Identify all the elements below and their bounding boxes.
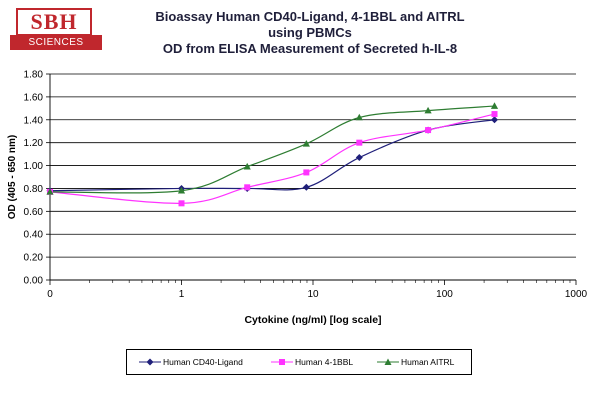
gridlines (50, 73, 576, 258)
data-point-square (356, 139, 363, 146)
data-point-triangle (490, 102, 499, 109)
data-point-diamond (490, 116, 498, 124)
y-tick-label: 1.20 (24, 138, 44, 149)
x-tick-label: 1 (179, 289, 185, 300)
logo-sciences-text: SCIENCES (10, 35, 102, 50)
y-tick-label: 0.20 (24, 253, 44, 264)
x-tick-label: 1000 (565, 289, 588, 300)
sbh-sciences-logo: SBH SCIENCES (4, 8, 102, 54)
series-line-3 (49, 105, 495, 194)
data-point-square (491, 111, 498, 118)
x-tick-label: 100 (436, 289, 453, 300)
x-tick-label: 0 (47, 289, 53, 300)
y-tick-label: 1.00 (24, 161, 44, 172)
legend-label: Human CD40-Ligand (163, 357, 243, 367)
logo-sbh-text: SBH (16, 8, 92, 36)
x-tick-labels: 0 1 10 100 1000 (47, 289, 587, 300)
chart-subtitle-2: OD from ELISA Measurement of Secreted h-… (162, 41, 458, 56)
data-point-triangle (46, 188, 54, 195)
data-point-diamond (355, 154, 363, 162)
y-tick-label: 1.80 (24, 70, 44, 81)
y-tick-label: 0.60 (24, 207, 44, 218)
legend-label: Human AITRL (401, 357, 455, 367)
data-point-triangle (243, 162, 251, 170)
legend-marker-diamond (139, 358, 161, 366)
series-markers (46, 102, 499, 207)
y-tick-label: 1.40 (24, 115, 44, 126)
x-axis-label: Cytokine (ng/ml) [log scale] (244, 314, 381, 326)
y-tick-label: 0.40 (24, 230, 44, 241)
data-point-triangle (424, 106, 432, 114)
chart-axes (46, 73, 577, 285)
y-axis-label: OD (405 - 650 nm) (7, 135, 18, 219)
legend-marker-triangle (377, 358, 399, 365)
data-point-square (244, 184, 251, 191)
chart-subtitle: using PBMCs (268, 25, 352, 40)
data-point-square (178, 200, 185, 207)
chart-title: Bioassay Human CD40-Ligand, 4-1BBL and A… (155, 9, 465, 24)
chart-title-block: Bioassay Human CD40-Ligand, 4-1BBL and A… (100, 9, 520, 57)
data-point-triangle (355, 113, 363, 121)
data-point-triangle (177, 186, 186, 194)
y-tick-label: 1.60 (24, 92, 44, 103)
data-point-square (303, 169, 310, 176)
y-tick-label: 0.80 (24, 184, 44, 195)
data-point-triangle (302, 140, 310, 147)
data-point-square (425, 127, 432, 134)
data-point-diamond (302, 183, 310, 191)
y-tick-labels: 0.00 0.20 0.40 0.60 0.80 1.00 1.20 1.40 1.60 1.80 (24, 70, 44, 287)
legend-label: Human 4-1BBL (295, 357, 354, 367)
legend-marker-square (271, 359, 293, 365)
x-tick-label: 10 (307, 289, 319, 300)
y-tick-label: 0.00 (24, 276, 44, 287)
chart-legend: Human CD40-Ligand Human 4-1BBL Human AIT… (126, 349, 472, 375)
